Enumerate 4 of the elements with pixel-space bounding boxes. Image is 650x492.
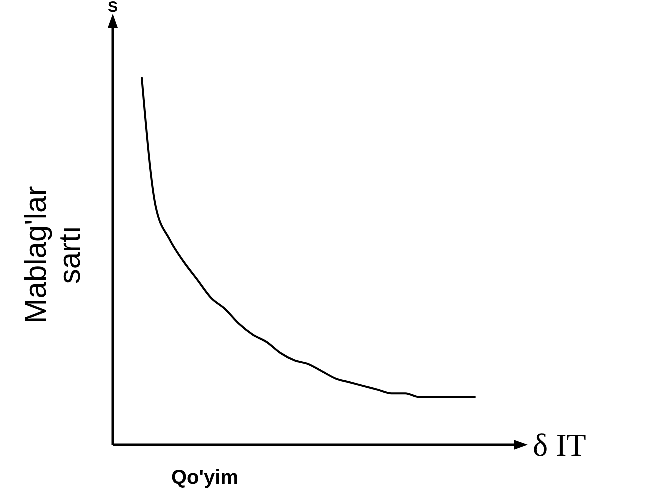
y-axis-title: Mablag'lar sartı bbox=[20, 186, 87, 324]
text: S bbox=[108, 0, 118, 16]
x-axis-title: Qo'yim bbox=[172, 467, 238, 489]
text: δ IT bbox=[533, 427, 587, 463]
